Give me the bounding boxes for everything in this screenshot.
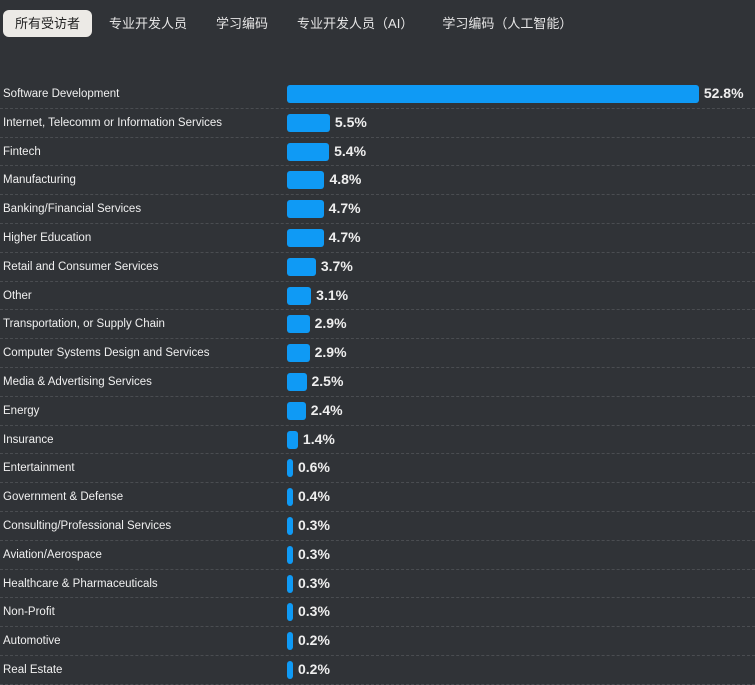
bar — [287, 632, 293, 651]
chart-row: Automotive 0.2% — [0, 627, 755, 656]
bar — [287, 603, 293, 622]
chart-row: Manufacturing 4.8% — [0, 166, 755, 196]
value-label: 0.4% — [298, 488, 330, 505]
chart-row: Real Estate 0.2% — [0, 656, 755, 685]
chart-row: Other 3.1% — [0, 282, 755, 311]
bar — [287, 660, 293, 679]
value-label: 2.5% — [311, 372, 344, 389]
chart-row: Banking/Financial Services 4.7% — [0, 195, 755, 224]
bar — [287, 228, 324, 247]
bar-chart: Software Development 52.8% Internet, Telec… — [0, 80, 755, 685]
value-label: 3.1% — [316, 286, 349, 303]
category-label: Banking/Financial Services — [3, 203, 142, 216]
bar — [287, 200, 324, 219]
category-label: Internet, Telecomm or Information Servic… — [3, 116, 223, 129]
category-label: Manufacturing — [3, 174, 76, 187]
category-label: Aviation/Aerospace — [3, 548, 102, 561]
bar — [287, 286, 312, 305]
category-label: Insurance — [3, 433, 54, 446]
value-label: 3.7% — [320, 257, 353, 274]
category-label: Healthcare & Pharmaceuticals — [3, 577, 158, 590]
tab-2[interactable]: 学习编码 — [216, 16, 269, 31]
chart-row: Insurance 1.4% — [0, 426, 755, 455]
bar — [287, 488, 293, 507]
value-label: 52.8% — [703, 85, 744, 101]
value-label: 0.3% — [298, 574, 330, 591]
value-label: 5.5% — [334, 113, 367, 130]
tab-1[interactable]: 专业开发人员 — [109, 16, 188, 31]
tab-4[interactable]: 学习编码（人工智能） — [442, 16, 573, 31]
bar — [287, 459, 293, 478]
chart-row: Fintech 5.4% — [0, 138, 755, 167]
bar — [287, 85, 699, 103]
category-label: Software Development — [3, 88, 120, 100]
value-label: 0.2% — [298, 632, 330, 649]
chart-row: Computer Systems Design and Services 2.9% — [0, 339, 755, 368]
category-label: Fintech — [3, 145, 41, 158]
bar — [287, 372, 307, 391]
chart-row: Internet, Telecomm or Information Servic… — [0, 109, 755, 138]
chart-row: Healthcare & Pharmaceuticals 0.3% — [0, 570, 755, 599]
chart-row: Software Development 52.8% — [0, 80, 755, 109]
category-label: Higher Education — [3, 231, 92, 244]
bar — [287, 574, 293, 593]
value-label: 2.9% — [314, 344, 347, 361]
bar — [287, 344, 310, 363]
value-label: 4.7% — [328, 228, 361, 245]
chart-row: Media & Advertising Services 2.5% — [0, 368, 755, 397]
bar — [287, 171, 325, 190]
category-label: Government & Defense — [3, 491, 124, 504]
chart-row: Retail and Consumer Services 3.7% — [0, 253, 755, 282]
bar — [287, 257, 316, 276]
bar — [287, 315, 310, 334]
category-label: Non-Profit — [3, 606, 55, 619]
category-label: Retail and Consumer Services — [3, 260, 159, 273]
bar — [287, 545, 293, 564]
chart-row: Government & Defense 0.4% — [0, 483, 755, 512]
value-label: 4.7% — [328, 200, 361, 217]
category-label: Automotive — [3, 635, 61, 648]
chart-row: Energy 2.4% — [0, 397, 755, 426]
category-label: Transportation, or Supply Chain — [3, 318, 165, 331]
value-label: 0.3% — [298, 516, 330, 533]
value-label: 2.9% — [314, 315, 347, 332]
tab-3[interactable]: 专业开发人员（AI） — [297, 16, 414, 31]
chart-row: Entertainment 0.6% — [0, 454, 755, 484]
value-label: 0.2% — [298, 660, 330, 677]
tab-bar: 所有受访者 专业开发人员 学习编码 专业开发人员（AI） 学习编码（人工智能） — [3, 10, 589, 37]
chart-row: Transportation, or Supply Chain 2.9% — [0, 310, 755, 340]
chart-row: Higher Education 4.7% — [0, 224, 755, 253]
category-label: Consulting/Professional Services — [3, 519, 172, 532]
value-label: 5.4% — [334, 142, 367, 159]
bar — [287, 142, 330, 161]
value-label: 1.4% — [302, 430, 335, 447]
bar — [287, 113, 330, 132]
chart-row: Non-Profit 0.3% — [0, 598, 755, 628]
value-label: 0.3% — [298, 603, 330, 620]
chart-row: Consulting/Professional Services 0.3% — [0, 512, 755, 541]
category-label: Computer Systems Design and Services — [3, 347, 210, 360]
bar — [287, 516, 293, 535]
category-label: Other — [3, 289, 32, 302]
value-label: 2.4% — [310, 401, 343, 418]
bar — [287, 430, 298, 449]
value-label: 4.8% — [329, 171, 362, 188]
tab-0[interactable]: 所有受访者 — [3, 10, 93, 37]
category-label: Entertainment — [3, 462, 75, 475]
bar — [287, 401, 306, 420]
category-label: Energy — [3, 404, 40, 417]
value-label: 0.6% — [298, 459, 330, 476]
chart-row: Aviation/Aerospace 0.3% — [0, 541, 755, 570]
category-label: Real Estate — [3, 663, 63, 676]
value-label: 0.3% — [298, 545, 330, 562]
category-label: Media & Advertising Services — [3, 375, 152, 388]
